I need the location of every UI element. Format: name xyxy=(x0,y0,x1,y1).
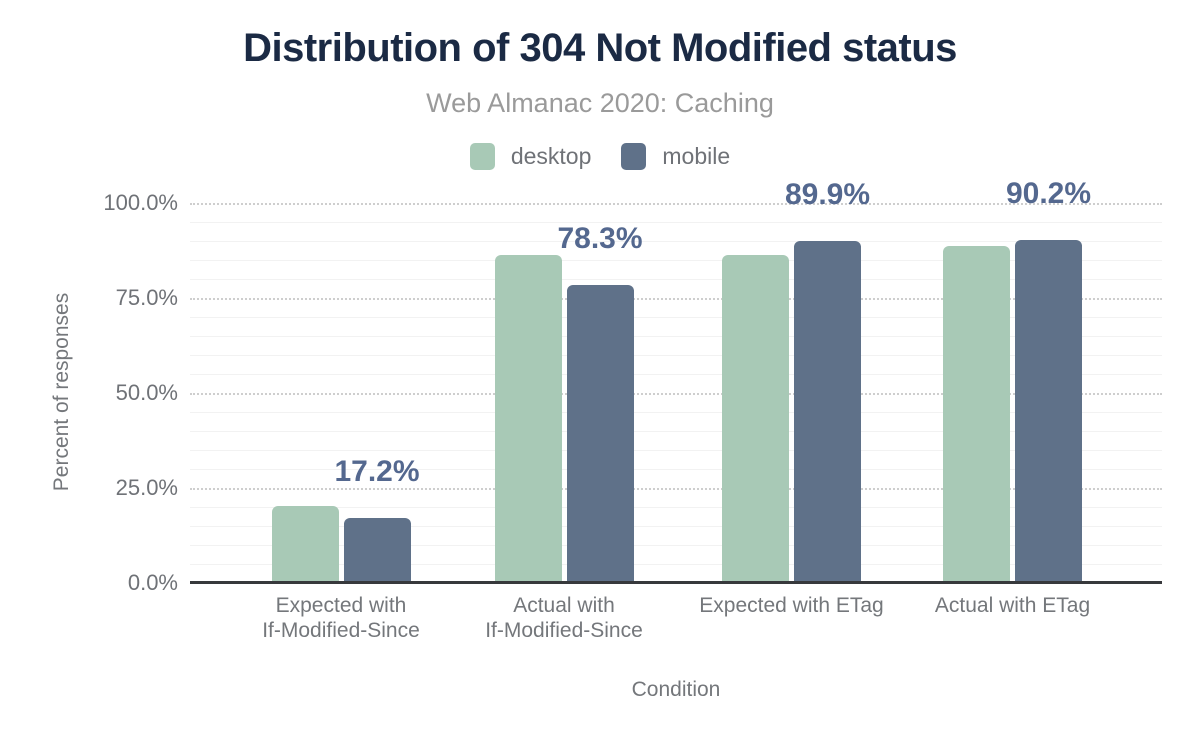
x-axis-line xyxy=(190,581,1162,584)
value-label-2: 89.9% xyxy=(784,178,871,212)
y-tick-label-25: 25.0% xyxy=(115,475,178,500)
gridline-minor xyxy=(190,222,1162,223)
x-tick-label-0: Expected with If-Modified-Since xyxy=(262,594,420,642)
gridline-minor xyxy=(190,374,1162,375)
legend-label-mobile: mobile xyxy=(662,142,731,169)
x-axis-title: Condition xyxy=(631,678,721,701)
gridline-minor xyxy=(190,279,1162,280)
y-tick-label-75: 75.0% xyxy=(115,285,178,310)
bar-desktop-1 xyxy=(494,255,562,583)
value-label-0: 17.2% xyxy=(334,454,420,488)
bar-mobile-3 xyxy=(1015,240,1082,583)
plot-area xyxy=(190,203,1162,584)
gridline-minor xyxy=(190,526,1162,527)
legend: desktop mobile xyxy=(0,141,1200,171)
value-label-3: 90.2% xyxy=(1005,177,1092,211)
x-tick-label-2: Expected with ETag xyxy=(699,594,884,617)
gridline-major xyxy=(190,298,1162,300)
x-tick-label-1: Actual with If-Modified-Since xyxy=(485,594,643,642)
gridline-minor xyxy=(190,545,1162,546)
gridline-minor xyxy=(190,336,1162,337)
y-tick-label-50: 50.0% xyxy=(115,380,178,405)
x-tick-label-3: Actual with ETag xyxy=(934,594,1091,617)
gridline-minor xyxy=(190,564,1162,565)
value-label-1: 78.3% xyxy=(557,222,643,256)
gridline-minor xyxy=(190,412,1162,413)
chart-title: Distribution of 304 Not Modified status xyxy=(243,26,957,70)
bar-mobile-2 xyxy=(794,241,861,583)
gridline-minor xyxy=(190,260,1162,261)
gridline-minor xyxy=(190,431,1162,432)
gridline-minor xyxy=(190,507,1162,508)
gridline-minor xyxy=(190,450,1162,451)
gridline-major xyxy=(190,203,1162,205)
bar-desktop-0 xyxy=(271,506,339,583)
gridline-major xyxy=(190,393,1162,395)
legend-swatch-mobile xyxy=(621,142,647,170)
bar-desktop-2 xyxy=(722,255,789,583)
legend-item-mobile: mobile xyxy=(621,142,731,170)
legend-label-desktop: desktop xyxy=(510,142,592,169)
bar-mobile-0 xyxy=(343,517,411,583)
gridline-minor xyxy=(190,355,1162,356)
legend-swatch-desktop xyxy=(469,142,495,170)
gridline-minor xyxy=(190,317,1162,318)
gridline-major xyxy=(190,488,1162,490)
y-tick-label-0: 0.0% xyxy=(127,570,178,595)
legend-item-desktop: desktop xyxy=(469,142,592,170)
chart-subtitle: Web Almanac 2020: Caching xyxy=(426,88,774,118)
bar-desktop-3 xyxy=(943,246,1010,583)
gridline-minor xyxy=(190,241,1162,242)
bar-mobile-1 xyxy=(566,285,634,583)
y-tick-label-100: 100.0% xyxy=(103,190,178,215)
gridline-minor xyxy=(190,469,1162,470)
